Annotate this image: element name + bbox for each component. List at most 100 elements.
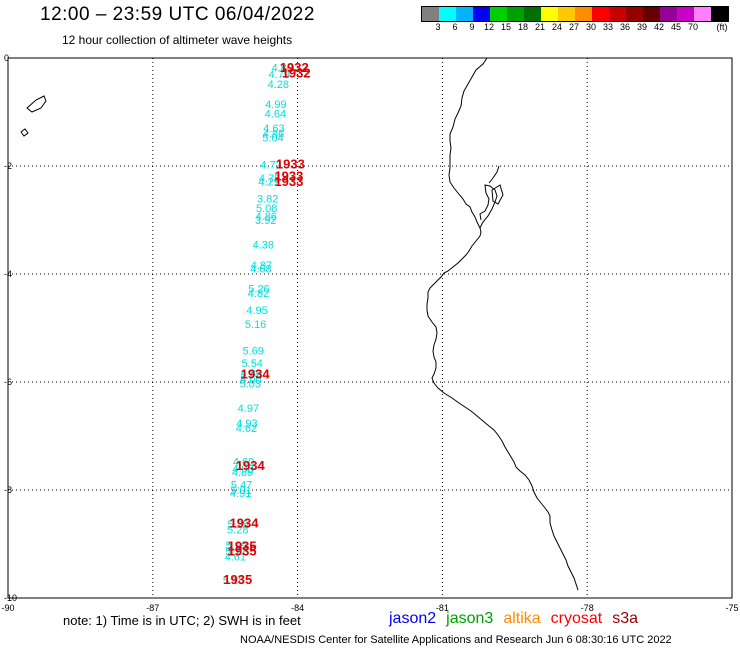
wave-height-value: 5.03 <box>240 379 261 391</box>
wave-height-value: 5.28 <box>227 524 248 536</box>
wave-height-value: 5.69 <box>242 346 263 358</box>
pass-number-label: 1934 <box>241 366 271 381</box>
pass-number-label: 1934 <box>230 515 260 530</box>
colorbar-swatch <box>439 7 456 21</box>
pass-number-label: 1932 <box>282 66 311 81</box>
lat-tick-label: -2 <box>4 161 12 171</box>
colorbar-swatch <box>524 7 541 21</box>
lon-tick-label: -81 <box>436 603 449 613</box>
wave-height-value: 5.19 <box>226 540 247 552</box>
island-fernandina <box>20 128 29 137</box>
wave-height-value: 4.75 <box>259 173 280 185</box>
wave-height-value: 4.29 <box>258 177 279 189</box>
colorbar-label: 21 <box>534 22 546 32</box>
colorbar-label: 9 <box>469 22 475 32</box>
colorbar-label: 24 <box>551 22 563 32</box>
lon-tick-label: -90 <box>1 603 14 613</box>
colorbar-label: 33 <box>602 22 614 32</box>
wave-height-value: 4.86 <box>241 368 262 380</box>
colorbar-swatch <box>558 7 575 21</box>
wave-height-value: 4.60 <box>233 456 254 468</box>
colorbar-label: 3 <box>435 22 441 32</box>
colorbar-swatch <box>456 7 473 21</box>
colorbar-label: 36 <box>619 22 631 32</box>
colorbar-swatch <box>660 7 677 21</box>
satellite-legend: jason2 jason3 altika cryosat s3a <box>389 610 648 628</box>
pass-number-label: 1935 <box>228 539 257 554</box>
legend-jason2: jason2 <box>389 610 437 627</box>
wave-height-value: 4.91 <box>230 488 251 500</box>
wave-height-value: 5.04 <box>262 132 283 144</box>
lat-tick-label: -10 <box>4 593 17 603</box>
wave-height-value: 4.64 <box>265 109 286 121</box>
wave-height-value: 4.72 <box>260 159 281 171</box>
colorbar-label: 45 <box>670 22 682 32</box>
wave-height-value: 4.63 <box>263 123 284 135</box>
lon-tick-label: -78 <box>581 603 594 613</box>
lat-tick-label: -6 <box>4 377 12 387</box>
credit-line: NOAA/NESDIS Center for Satellite Applica… <box>240 634 672 646</box>
wave-height-value: 4.62 <box>236 423 257 435</box>
wave-height-value: 4.97 <box>238 403 259 415</box>
colorbar-label: 39 <box>636 22 648 32</box>
legend-jason3: jason3 <box>446 610 494 627</box>
colorbar-swatch <box>609 7 626 21</box>
lat-tick-label: -8 <box>4 485 12 495</box>
pass-number-label: 1933 <box>276 156 305 171</box>
lon-tick-label: -87 <box>146 603 159 613</box>
colorbar-swatch <box>490 7 507 21</box>
colorbar-labels: 3 6 9 12 15 18 21 24 27 30 33 36 39 42 45 70 (ft) <box>421 22 731 34</box>
coastline-mainland <box>426 57 579 591</box>
wave-height-value: 4.79 <box>269 69 290 81</box>
lon-tick-label: -75 <box>725 603 738 613</box>
lat-tick-label: -4 <box>4 269 12 279</box>
axis-tick-labels: -90 -87 -84 -81 -78 -75 0 -2 -4 -6 -8 -10 <box>1 53 738 613</box>
wave-height-value: 5.00 <box>240 374 261 386</box>
island-isabela <box>26 95 47 113</box>
graticule <box>8 58 732 598</box>
pass-number-label: 1933 <box>274 169 303 184</box>
wave-height-value: 5.47 <box>231 480 252 492</box>
colorbar-label: 42 <box>653 22 665 32</box>
colorbar-label: 6 <box>452 22 458 32</box>
wave-height-value: 4.80 <box>271 63 292 75</box>
colorbar-label: (ft) <box>716 22 728 32</box>
colorbar-swatch <box>422 7 439 21</box>
map-subtitle: 12 hour collection of altimeter wave hei… <box>62 33 293 47</box>
wave-height-value: 5.18 <box>223 575 244 587</box>
wave-height-value: 5.25 <box>228 519 249 531</box>
colorbar-swatch <box>575 7 592 21</box>
colorbar-swatch <box>694 7 711 21</box>
colorbar-label: 12 <box>483 22 495 32</box>
wave-height-value: 4.89 <box>232 467 253 479</box>
wave-height-value: 4.86 <box>256 211 277 223</box>
legend-s3a: s3a <box>612 610 639 627</box>
wave-height-value: 3.92 <box>255 215 276 227</box>
pass-number-label: 1934 <box>236 458 266 473</box>
colorbar-swatch <box>643 7 660 21</box>
wave-height-value: 4.98 <box>232 463 253 475</box>
legend-cryosat: cryosat <box>550 610 603 627</box>
colorbar-swatch <box>592 7 609 21</box>
wave-height-value: 4.95 <box>246 305 267 317</box>
wave-height-value: 3.82 <box>257 193 278 205</box>
wave-height-value: 4.93 <box>236 418 257 430</box>
wave-height-value: 4.61 <box>225 551 246 563</box>
wave-height-value: 5.08 <box>256 203 277 215</box>
wave-height-value: 4.68 <box>250 264 271 276</box>
wave-height-value: 4.82 <box>248 288 269 300</box>
lon-tick-label: -84 <box>291 603 304 613</box>
pass-number-label: 1935 <box>223 572 252 587</box>
wave-height-value: 4.99 <box>265 99 286 111</box>
colorbar-label: 18 <box>517 22 529 32</box>
wave-height-value: 5.01 <box>230 485 251 497</box>
colorbar-label: 70 <box>687 22 699 32</box>
colorbar-swatch <box>677 7 694 21</box>
footer-note: note: 1) Time is in UTC; 2) SWH is in fe… <box>63 613 301 628</box>
colorbar-label: 15 <box>500 22 512 32</box>
colorbar-swatch <box>541 7 558 21</box>
colorbar-swatch <box>711 7 728 21</box>
lat-tick-label: 0 <box>4 53 9 63</box>
wave-height-value: 5.26 <box>248 284 269 296</box>
